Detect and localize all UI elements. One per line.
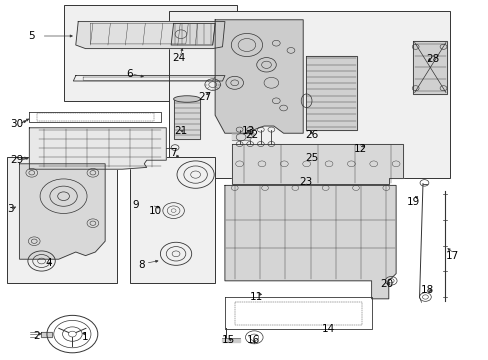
Text: 26: 26 (305, 130, 318, 140)
Text: 6: 6 (126, 69, 133, 79)
Text: 1: 1 (82, 332, 89, 342)
Text: 4: 4 (45, 258, 52, 268)
Text: 15: 15 (222, 335, 235, 345)
Bar (129, 157, 215, 283)
Text: 22: 22 (244, 130, 258, 140)
Polygon shape (224, 185, 395, 299)
Text: 12: 12 (353, 144, 367, 154)
Text: 25: 25 (305, 153, 318, 163)
Text: 27: 27 (197, 92, 211, 102)
Text: 5: 5 (28, 31, 35, 41)
Polygon shape (222, 339, 239, 342)
Polygon shape (29, 128, 166, 169)
Text: 18: 18 (420, 285, 434, 295)
Text: 17: 17 (445, 251, 458, 261)
Text: 21: 21 (174, 126, 187, 136)
Text: 16: 16 (246, 335, 260, 345)
Text: 19: 19 (406, 197, 419, 207)
Text: 20: 20 (380, 279, 393, 289)
Text: 13: 13 (241, 126, 255, 136)
Polygon shape (412, 41, 447, 94)
Text: 8: 8 (138, 260, 145, 270)
Bar (63, 5, 237, 101)
Text: 30: 30 (11, 119, 23, 129)
Text: 2: 2 (33, 330, 40, 341)
Text: 10: 10 (149, 206, 162, 216)
Text: 14: 14 (321, 324, 335, 334)
Polygon shape (76, 22, 224, 49)
Text: 9: 9 (132, 200, 139, 210)
Polygon shape (232, 144, 403, 184)
Text: 24: 24 (171, 53, 185, 63)
Polygon shape (232, 130, 254, 140)
Polygon shape (215, 20, 303, 133)
Ellipse shape (173, 96, 200, 102)
Text: 23: 23 (298, 177, 312, 187)
Polygon shape (20, 164, 105, 259)
Polygon shape (305, 56, 356, 130)
Text: 28: 28 (425, 54, 439, 64)
Text: 29: 29 (10, 155, 24, 165)
Bar (7, 157, 117, 283)
Text: 7: 7 (170, 148, 177, 158)
Bar (168, 11, 449, 178)
Polygon shape (41, 332, 52, 337)
Polygon shape (173, 99, 200, 139)
Text: 11: 11 (249, 292, 263, 302)
Polygon shape (171, 23, 215, 45)
Text: 3: 3 (7, 204, 14, 214)
